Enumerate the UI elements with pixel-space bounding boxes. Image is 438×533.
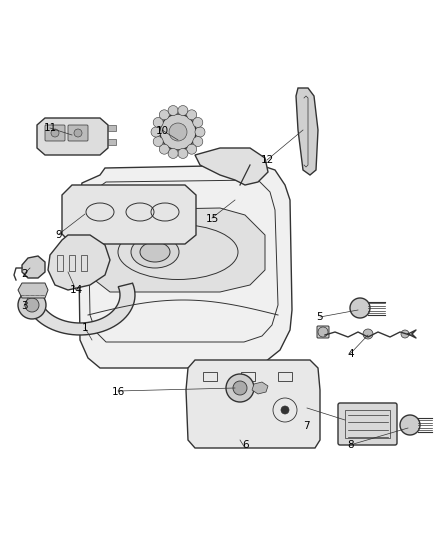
Bar xyxy=(57,255,63,271)
Circle shape xyxy=(160,114,196,150)
Ellipse shape xyxy=(140,242,170,262)
Polygon shape xyxy=(18,283,48,298)
Circle shape xyxy=(153,117,163,127)
Circle shape xyxy=(159,110,169,120)
Circle shape xyxy=(159,144,169,154)
Circle shape xyxy=(187,144,197,154)
Text: 11: 11 xyxy=(44,123,57,133)
Circle shape xyxy=(281,406,289,414)
Circle shape xyxy=(169,123,187,141)
Bar xyxy=(278,372,292,381)
Text: 5: 5 xyxy=(316,312,323,322)
Circle shape xyxy=(153,136,163,147)
Circle shape xyxy=(178,106,188,116)
Circle shape xyxy=(168,149,178,158)
Polygon shape xyxy=(48,235,110,290)
Circle shape xyxy=(168,106,178,116)
Circle shape xyxy=(51,129,59,137)
Circle shape xyxy=(18,291,46,319)
Bar xyxy=(241,372,255,381)
FancyBboxPatch shape xyxy=(338,403,397,445)
Circle shape xyxy=(226,374,254,402)
Polygon shape xyxy=(62,185,196,244)
Text: 1: 1 xyxy=(82,323,89,333)
Bar xyxy=(81,255,87,271)
Polygon shape xyxy=(78,165,292,368)
Circle shape xyxy=(193,136,203,147)
Bar xyxy=(108,125,116,131)
Polygon shape xyxy=(186,360,320,448)
Circle shape xyxy=(318,327,328,337)
Text: 6: 6 xyxy=(242,440,249,450)
Text: 8: 8 xyxy=(347,440,354,450)
Text: 2: 2 xyxy=(21,270,28,279)
Circle shape xyxy=(74,129,82,137)
Text: 12: 12 xyxy=(261,155,274,165)
Polygon shape xyxy=(195,148,268,185)
Text: 16: 16 xyxy=(112,387,125,397)
Bar xyxy=(108,139,116,145)
Bar xyxy=(345,410,390,438)
Text: 15: 15 xyxy=(206,214,219,223)
Circle shape xyxy=(401,330,409,338)
Polygon shape xyxy=(296,88,318,175)
Circle shape xyxy=(178,149,188,158)
Text: 4: 4 xyxy=(347,350,354,359)
Circle shape xyxy=(350,298,370,318)
Bar xyxy=(203,372,217,381)
FancyBboxPatch shape xyxy=(45,125,65,141)
FancyBboxPatch shape xyxy=(317,326,329,338)
Polygon shape xyxy=(90,208,265,292)
Text: 10: 10 xyxy=(155,126,169,135)
Circle shape xyxy=(187,110,197,120)
Circle shape xyxy=(193,117,203,127)
Polygon shape xyxy=(28,283,135,335)
Polygon shape xyxy=(252,382,268,394)
Ellipse shape xyxy=(131,236,179,268)
Circle shape xyxy=(363,329,373,339)
Bar xyxy=(69,255,75,271)
Circle shape xyxy=(233,381,247,395)
Text: 7: 7 xyxy=(303,422,310,431)
Circle shape xyxy=(151,127,161,137)
Circle shape xyxy=(400,415,420,435)
Polygon shape xyxy=(37,118,108,155)
Text: 14: 14 xyxy=(70,286,83,295)
Circle shape xyxy=(195,127,205,137)
Text: 3: 3 xyxy=(21,302,28,311)
Polygon shape xyxy=(22,256,45,278)
Text: 9: 9 xyxy=(56,230,63,239)
Circle shape xyxy=(25,298,39,312)
FancyBboxPatch shape xyxy=(68,125,88,141)
